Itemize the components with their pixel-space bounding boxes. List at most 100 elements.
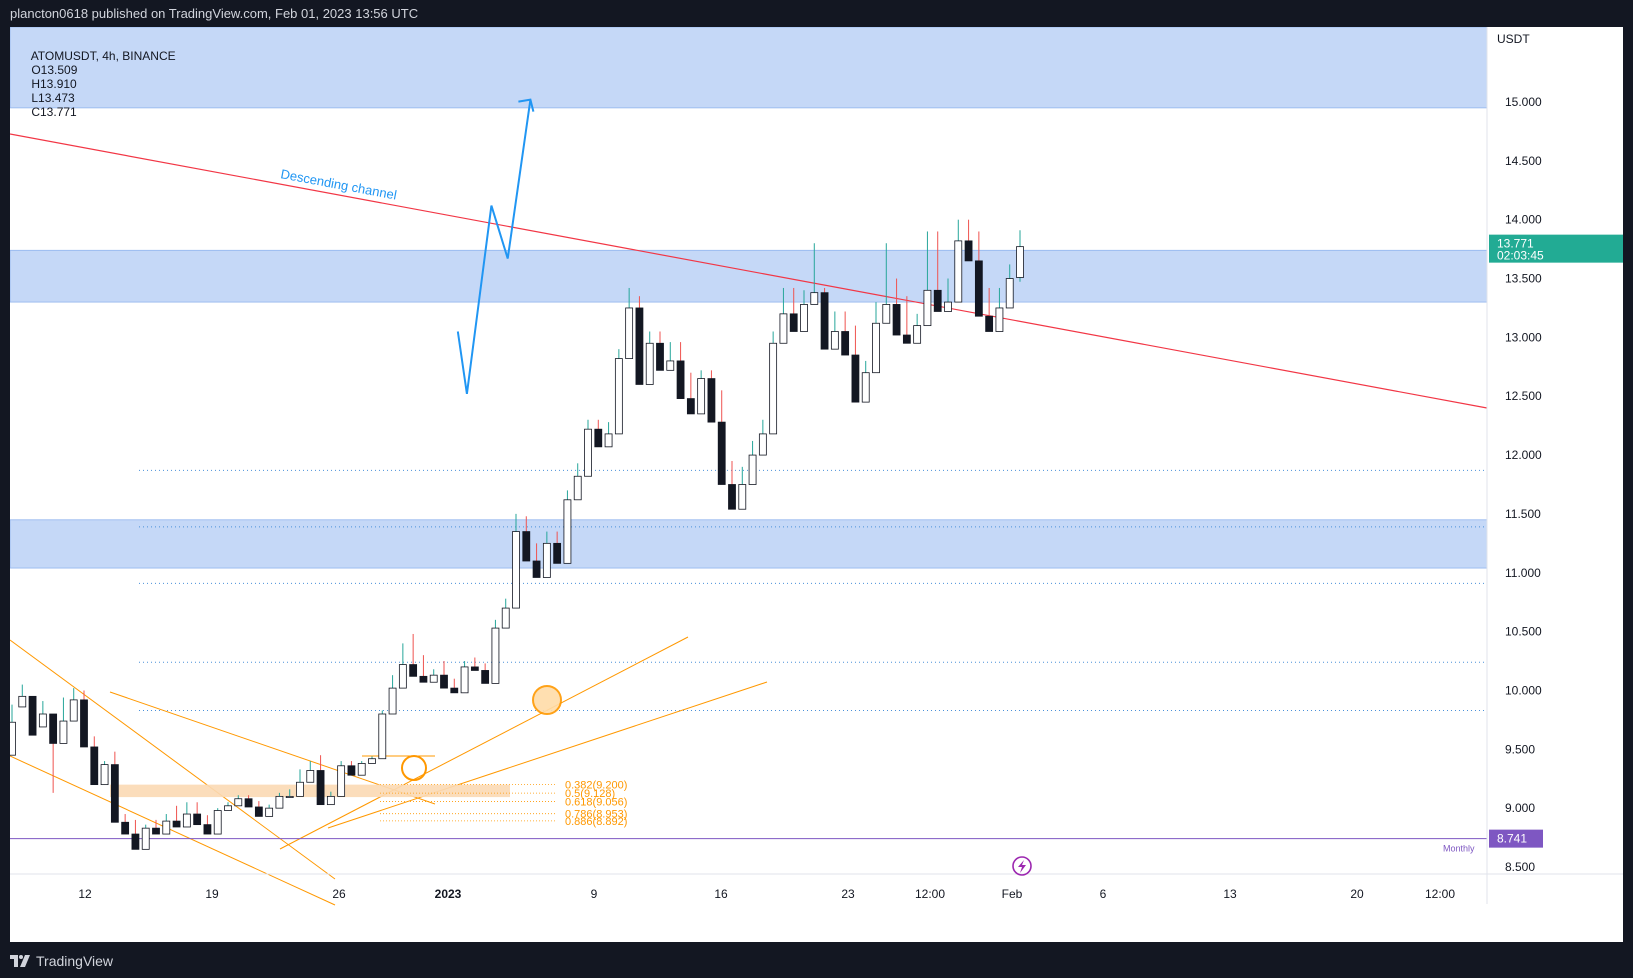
candle (398, 643, 407, 689)
candle (707, 370, 716, 423)
candle-body (954, 240, 963, 303)
candle (182, 802, 191, 828)
candle-body (368, 758, 376, 764)
candle (872, 302, 880, 374)
x-tick-label: 12:00 (915, 887, 945, 901)
candle-body (326, 795, 335, 806)
candle-body (234, 798, 243, 807)
candle (758, 419, 767, 456)
candle-body (841, 331, 850, 356)
symbol-name: ATOMUSDT, 4h, BINANCE (30, 49, 176, 63)
fib-level-label: 0.5(9.128) (565, 788, 615, 800)
candle (656, 331, 664, 371)
candle (974, 231, 983, 317)
candle (172, 805, 181, 828)
candle (532, 543, 541, 578)
supply-demand-zone (10, 27, 1488, 109)
candle (306, 761, 315, 783)
candle-body (244, 798, 253, 808)
candle-body (203, 824, 212, 835)
candle (604, 422, 613, 448)
candle (841, 311, 850, 356)
x-tick-label: 12:00 (1425, 887, 1455, 901)
x-tick-label: 20 (1350, 887, 1364, 901)
candle-body (224, 805, 232, 811)
publish-text: plancton0618 published on TradingView.co… (10, 6, 419, 21)
candle (69, 688, 78, 722)
candle-body (141, 827, 150, 850)
candle-body (861, 372, 870, 403)
candle-body (285, 795, 294, 798)
ohlc-open: O13.509 (31, 63, 78, 77)
channel-line (327, 681, 768, 829)
candle-body (1016, 246, 1024, 278)
candle (378, 710, 387, 760)
candle (676, 342, 685, 399)
x-tick-label: 6 (1100, 887, 1107, 901)
candle-body (1005, 278, 1014, 309)
candle (337, 761, 346, 797)
candle (59, 697, 68, 744)
chart-canvas[interactable]: 0.382(9.200)0.5(9.128)0.618(9.056)0.786(… (10, 27, 1623, 942)
candle-body (182, 813, 191, 828)
candle-body (38, 713, 47, 728)
tradingview-logo-icon (10, 955, 30, 967)
candle-body (882, 304, 891, 324)
candle (38, 701, 47, 728)
x-tick-label: Feb (1002, 887, 1023, 901)
candle-body (121, 821, 130, 835)
candle-body (933, 289, 942, 312)
candle (573, 463, 582, 501)
fib-level-label: 0.382(9.200) (565, 780, 627, 792)
candle (686, 372, 695, 415)
publish-header: plancton0618 published on TradingView.co… (10, 6, 418, 26)
x-tick-label: 9 (591, 887, 598, 901)
candle (275, 792, 284, 809)
candle (985, 287, 994, 332)
candle (193, 802, 202, 826)
y-tick-label: 9.000 (1505, 801, 1535, 815)
candle-body (388, 687, 397, 715)
candle-body (69, 699, 78, 722)
candle (203, 815, 212, 835)
chart-frame[interactable]: 0.382(9.200) 0.5(9.128) 0.618(9.056) 0.786(… (10, 27, 1623, 942)
candle (563, 490, 572, 564)
candle (80, 690, 88, 748)
candle (316, 755, 325, 806)
fib-zone-fill (110, 784, 510, 798)
event-icon (1012, 856, 1032, 876)
candle-body (573, 475, 582, 501)
candle-body (10, 721, 16, 756)
candle-body (892, 304, 901, 336)
candle (141, 824, 150, 850)
candle (738, 466, 747, 510)
candle (491, 619, 500, 684)
candle (100, 761, 109, 786)
candle-body (584, 428, 592, 477)
candle (717, 390, 726, 485)
y-tick-label: 11.000 (1505, 566, 1541, 580)
candle-body (316, 770, 325, 806)
candle-body (789, 313, 798, 332)
candle-body (419, 675, 428, 683)
candle (522, 516, 531, 562)
candle-body (512, 531, 520, 609)
candle (944, 278, 952, 312)
candle (419, 655, 428, 683)
candle-body (162, 820, 171, 835)
candle-body (810, 292, 819, 305)
candle (728, 460, 736, 510)
candle (470, 657, 479, 671)
candle (1016, 230, 1024, 282)
candle-body (656, 342, 664, 371)
candle (923, 231, 932, 327)
candle (326, 791, 335, 806)
highlight-circle (532, 685, 562, 715)
candle (625, 287, 634, 359)
candle-body (172, 820, 181, 828)
y-tick-label: 12.000 (1505, 448, 1542, 462)
candle (296, 769, 304, 797)
candle (964, 219, 973, 262)
candle-body (738, 484, 747, 510)
candle-body (748, 454, 757, 485)
